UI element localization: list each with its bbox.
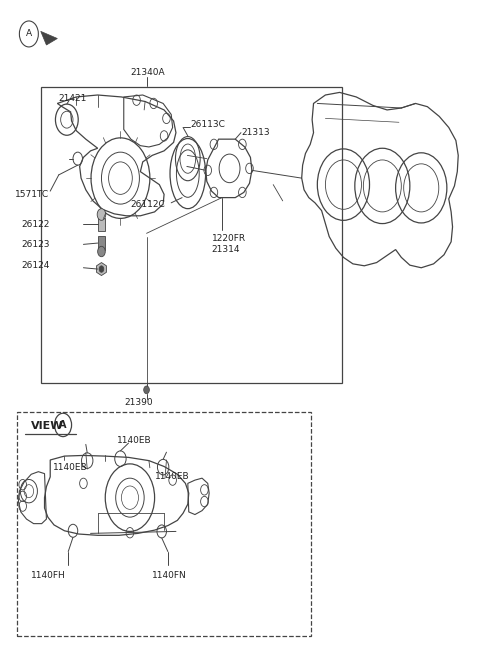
Text: 1140EB: 1140EB bbox=[53, 463, 87, 472]
Text: 21421: 21421 bbox=[59, 94, 87, 103]
Text: A: A bbox=[26, 29, 32, 39]
Text: 21314: 21314 bbox=[212, 245, 240, 254]
Circle shape bbox=[144, 386, 149, 394]
Text: 1140FH: 1140FH bbox=[31, 571, 66, 580]
Text: 21340A: 21340A bbox=[130, 67, 165, 77]
Text: 26122: 26122 bbox=[22, 219, 50, 229]
Text: 26123: 26123 bbox=[22, 240, 50, 249]
Bar bbox=[97, 217, 105, 231]
Text: 1571TC: 1571TC bbox=[15, 190, 49, 199]
Bar bbox=[17, 412, 311, 636]
Text: 1140EB: 1140EB bbox=[117, 436, 151, 445]
Text: 21313: 21313 bbox=[241, 128, 270, 137]
Circle shape bbox=[97, 209, 106, 220]
Text: VIEW: VIEW bbox=[31, 421, 64, 431]
Text: 21390: 21390 bbox=[125, 398, 153, 407]
Text: 1140FN: 1140FN bbox=[152, 571, 187, 580]
Polygon shape bbox=[41, 31, 57, 45]
Circle shape bbox=[97, 246, 105, 257]
Text: 1140EB: 1140EB bbox=[155, 472, 189, 481]
Text: A: A bbox=[60, 420, 67, 430]
Text: 26124: 26124 bbox=[22, 261, 50, 270]
Text: 26113C: 26113C bbox=[190, 121, 225, 130]
Bar bbox=[97, 236, 105, 250]
Text: 1220FR: 1220FR bbox=[212, 234, 246, 243]
Circle shape bbox=[99, 266, 104, 272]
Text: 26112C: 26112C bbox=[130, 200, 165, 208]
Bar bbox=[41, 87, 342, 383]
Polygon shape bbox=[96, 263, 107, 276]
